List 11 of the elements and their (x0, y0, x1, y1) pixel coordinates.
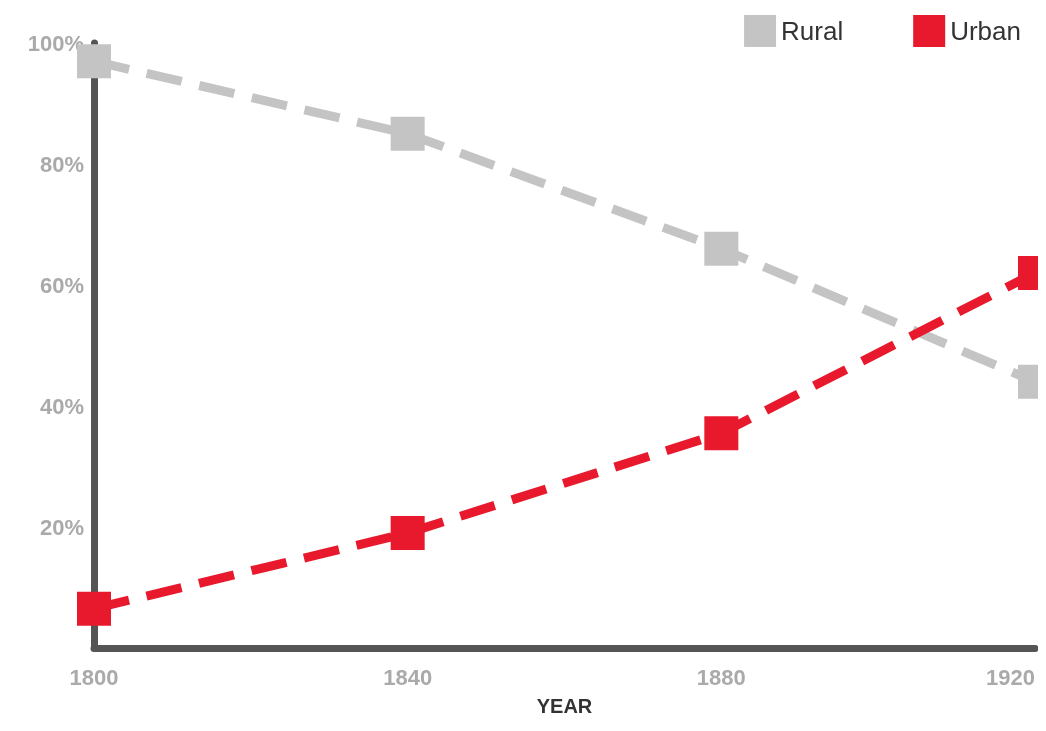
y-tick-label: 80% (39, 151, 84, 177)
legend-label: Urban (950, 16, 1022, 46)
y-tick-label: 20% (39, 514, 84, 540)
y-tick-label: 60% (39, 272, 84, 298)
x-tick-label: 1800 (69, 664, 119, 690)
x-axis-title: YEAR (536, 695, 593, 717)
x-tick-label: 1840 (383, 664, 433, 690)
x-tick-label: 1880 (696, 664, 746, 690)
y-tick-label: 40% (39, 393, 84, 419)
legend-label: Rural (781, 16, 844, 46)
x-tick-label: 1920 (986, 664, 1035, 690)
